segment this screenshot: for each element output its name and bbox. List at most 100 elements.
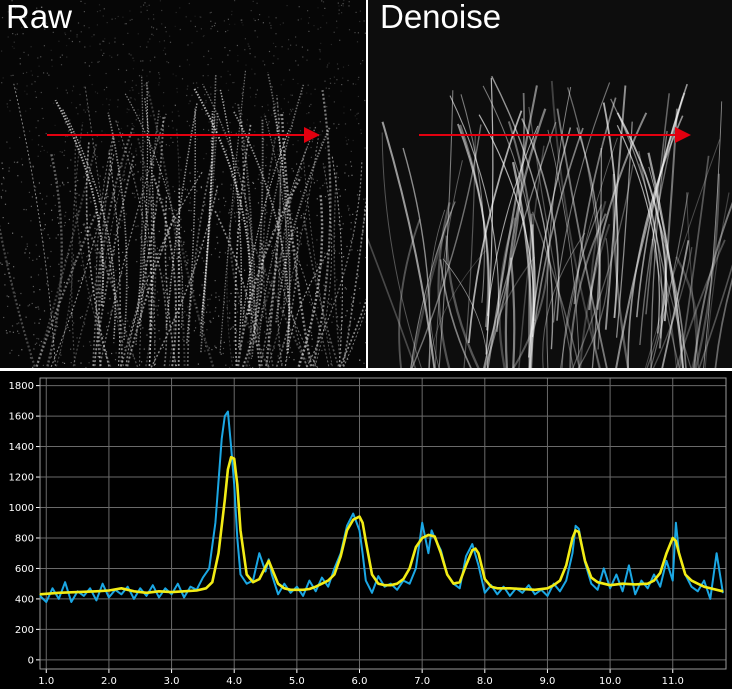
data-point: [321, 577, 323, 579]
data-point: [333, 567, 335, 569]
data-point: [722, 590, 724, 592]
data-point: [684, 573, 686, 576]
data-point: [590, 583, 592, 585]
data-point: [271, 567, 273, 569]
data-point: [615, 573, 618, 576]
data-point: [189, 586, 191, 588]
data-point: [609, 584, 611, 586]
denoise-image-panel: Denoise: [368, 0, 732, 368]
data-point: [490, 586, 492, 588]
data-point: [252, 581, 254, 583]
data-point: [716, 552, 718, 554]
data-point: [471, 549, 473, 551]
y-tick-label: 600: [15, 564, 34, 575]
data-point: [465, 564, 467, 566]
y-tick-label: 400: [15, 594, 34, 605]
data-point: [202, 577, 204, 579]
y-tick-label: 1600: [9, 412, 34, 423]
y-tick-label: 200: [15, 625, 34, 636]
data-point: [546, 595, 549, 597]
data-point: [603, 567, 605, 569]
data-point: [509, 595, 511, 597]
data-point: [434, 535, 436, 538]
data-point: [575, 525, 577, 527]
data-point: [283, 583, 285, 585]
data-point: [236, 537, 238, 539]
data-point: [133, 590, 135, 592]
denoised-microscopy-image: [368, 0, 732, 368]
data-point: [597, 589, 599, 591]
data-point: [183, 596, 185, 598]
data-point: [333, 573, 335, 576]
y-tick-label: 1200: [9, 473, 34, 484]
data-point: [709, 587, 711, 589]
data-point: [158, 590, 160, 592]
data-point: [427, 552, 429, 554]
y-tick-label: 800: [15, 533, 34, 544]
data-point: [120, 587, 122, 589]
x-tick-label: 6.0: [352, 676, 368, 687]
data-point: [51, 587, 54, 589]
data-point: [427, 534, 429, 536]
data-point: [421, 537, 423, 539]
data-point: [233, 458, 235, 460]
data-point: [95, 599, 97, 601]
raw-profile-line: [39, 410, 724, 603]
data-point: [233, 484, 235, 486]
data-point: [205, 587, 207, 589]
data-point: [415, 546, 417, 548]
data-point: [622, 583, 624, 585]
data-point: [553, 584, 555, 586]
data-point: [377, 575, 379, 577]
data-point: [196, 589, 198, 592]
x-tick-label: 5.0: [289, 676, 305, 687]
data-point: [584, 560, 586, 562]
x-tick-label: 1.0: [38, 676, 54, 687]
data-point: [268, 560, 270, 562]
filaments: [0, 70, 366, 368]
data-point: [440, 552, 442, 554]
data-point: [421, 522, 423, 524]
data-point: [690, 586, 693, 588]
plot-frame: [39, 377, 727, 670]
data-point: [634, 583, 636, 585]
y-tick-label: 1400: [9, 442, 34, 453]
data-point: [496, 593, 498, 595]
data-point: [409, 583, 411, 585]
noise-speckles: [0, 0, 366, 368]
data-point: [83, 595, 85, 597]
data-point: [164, 587, 166, 589]
data-point: [690, 580, 693, 582]
data-point: [603, 583, 605, 585]
data-point: [145, 592, 148, 594]
x-tick-label: 7.0: [414, 676, 430, 687]
data-point: [221, 438, 223, 440]
data-point: [665, 560, 668, 562]
data-point: [402, 578, 404, 580]
data-point: [230, 446, 232, 448]
data-point: [590, 577, 592, 579]
data-point: [628, 564, 630, 566]
data-point: [678, 552, 680, 554]
data-point: [145, 595, 148, 597]
data-point: [565, 580, 567, 582]
denoise-panel-title: Denoise: [380, 0, 502, 35]
data-point: [496, 587, 498, 589]
data-point: [659, 586, 661, 588]
data-point: [277, 583, 279, 585]
filaments: [368, 75, 732, 368]
data-point: [315, 590, 317, 592]
data-point: [217, 552, 220, 554]
data-point: [224, 499, 226, 501]
data-point: [246, 573, 248, 576]
data-point: [321, 583, 323, 585]
data-point: [675, 540, 677, 542]
data-point: [647, 583, 649, 585]
data-point: [675, 522, 677, 524]
data-point: [39, 595, 41, 597]
data-point: [352, 519, 354, 521]
data-point: [362, 552, 364, 554]
data-point: [230, 456, 232, 458]
y-tick-label: 1800: [9, 381, 34, 392]
data-point: [396, 589, 398, 591]
